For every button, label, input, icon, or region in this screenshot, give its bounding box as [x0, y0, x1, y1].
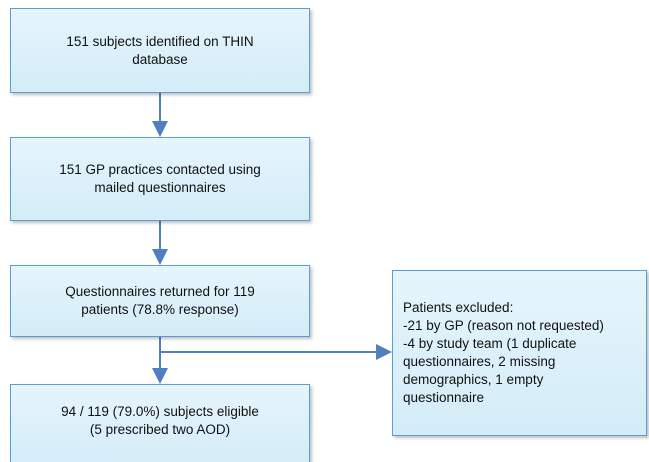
node: 94 / 119 (79.0%) subjects eligible (5 pr…	[10, 384, 310, 462]
node-text: questionnaire	[403, 390, 485, 405]
node-text: 151 subjects identified on THIN	[66, 33, 254, 49]
node: Patients excluded: -21 by GP (reason not…	[392, 270, 647, 436]
node: 151 subjects identified on THIN database	[10, 8, 310, 93]
node: Questionnaires returned for 119 patients…	[10, 265, 310, 337]
node-text: -21 by GP (reason not requested)	[403, 318, 604, 333]
node-text: -4 by study team (1 duplicate	[403, 336, 577, 351]
node-text: Patients excluded:	[403, 300, 514, 315]
node-text: questionnaires, 2 missing	[403, 354, 556, 369]
node-text: database	[132, 51, 188, 67]
node: 151 GP practices contacted using mailed …	[10, 137, 310, 221]
node-text: Questionnaires returned for 119	[65, 284, 255, 299]
node-text: 151 GP practices contacted using	[59, 162, 261, 177]
node-text: (5 prescribed two AOD)	[89, 422, 231, 437]
node-text: patients (78.8% response)	[81, 302, 239, 317]
node-text: mailed questionnaires	[94, 180, 226, 195]
node-text: 94 / 119 (79.0%) subjects eligible	[61, 404, 259, 419]
node-text: demographics, 1 empty	[403, 372, 544, 387]
